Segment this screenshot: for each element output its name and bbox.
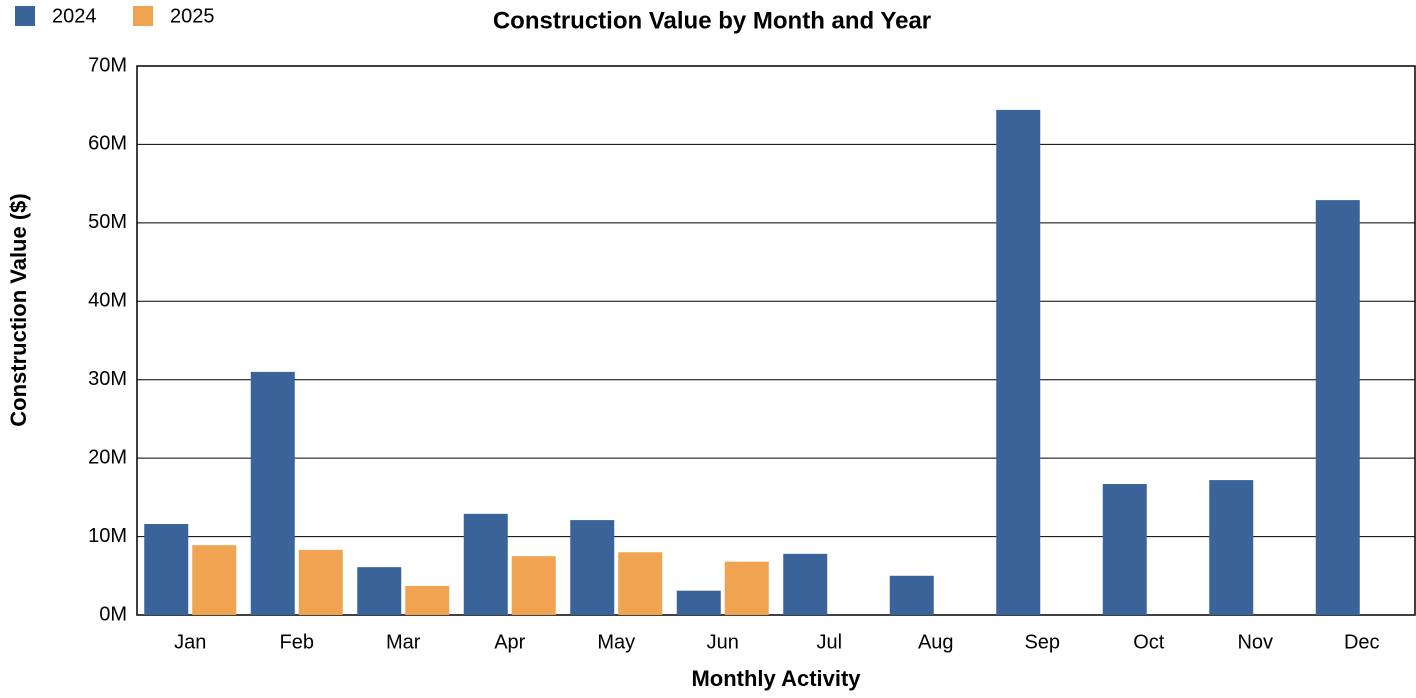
x-tick-label: May xyxy=(597,631,635,653)
bar xyxy=(250,371,295,615)
x-tick-label: Sep xyxy=(1024,631,1060,653)
legend-swatch xyxy=(15,6,35,26)
x-tick-label: Nov xyxy=(1237,631,1273,653)
bar xyxy=(192,545,237,615)
x-tick-label: Oct xyxy=(1133,631,1165,653)
bar xyxy=(570,520,615,615)
plot-border xyxy=(136,65,1416,616)
bar xyxy=(996,109,1041,616)
bar xyxy=(298,549,343,615)
x-tick-label: Aug xyxy=(918,631,954,653)
y-tick-label: 70M xyxy=(88,54,127,76)
bar xyxy=(463,513,508,615)
bar xyxy=(1102,484,1147,615)
bar xyxy=(1209,480,1254,615)
y-tick-label: 30M xyxy=(88,368,127,390)
bar xyxy=(618,552,663,615)
bar xyxy=(783,553,828,615)
x-tick-label: Jan xyxy=(174,631,206,653)
y-tick-label: 20M xyxy=(88,446,127,468)
legend-swatch xyxy=(133,6,153,26)
bar xyxy=(357,567,402,615)
y-tick-label: 50M xyxy=(88,211,127,233)
y-axis-label: Construction Value ($) xyxy=(6,193,31,426)
y-tick-label: 0M xyxy=(99,603,127,625)
y-tick-label: 10M xyxy=(88,525,127,547)
legend-label: 2025 xyxy=(170,5,215,27)
x-tick-label: Feb xyxy=(280,631,314,653)
x-tick-label: Apr xyxy=(494,631,525,653)
y-tick-label: 60M xyxy=(88,133,127,155)
x-axis-label: Monthly Activity xyxy=(691,666,861,691)
legend-label: 2024 xyxy=(52,5,97,27)
x-tick-label: Jul xyxy=(816,631,842,653)
bar xyxy=(511,556,556,615)
bar xyxy=(724,561,769,615)
y-tick-label: 40M xyxy=(88,290,127,312)
x-tick-label: Dec xyxy=(1344,631,1380,653)
bar xyxy=(676,590,721,615)
bar xyxy=(1315,200,1360,615)
bar xyxy=(144,524,189,615)
bar xyxy=(889,575,934,615)
bar xyxy=(405,585,450,615)
chart-title: Construction Value by Month and Year xyxy=(493,7,931,34)
x-tick-label: Jun xyxy=(707,631,739,653)
x-tick-label: Mar xyxy=(386,631,421,653)
